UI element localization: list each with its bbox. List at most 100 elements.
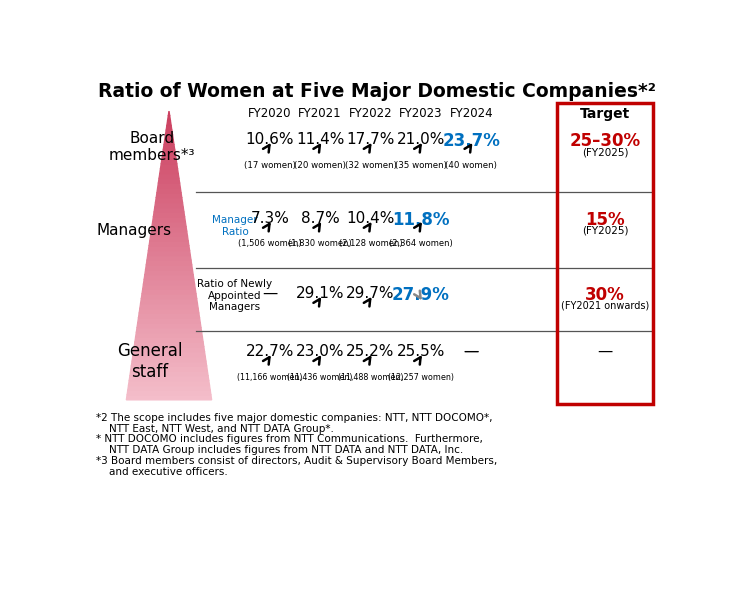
Text: 8.7%: 8.7% <box>301 211 340 226</box>
Text: Ratio of Women at Five Major Domestic Companies*²: Ratio of Women at Five Major Domestic Co… <box>97 82 656 101</box>
Polygon shape <box>152 222 186 227</box>
Polygon shape <box>130 376 209 381</box>
Polygon shape <box>149 246 190 250</box>
Polygon shape <box>130 366 207 371</box>
Text: —: — <box>262 286 277 301</box>
Polygon shape <box>133 347 204 352</box>
Polygon shape <box>127 390 211 395</box>
Text: (20 women): (20 women) <box>294 161 346 170</box>
Polygon shape <box>151 231 187 236</box>
Polygon shape <box>154 212 184 217</box>
Polygon shape <box>131 361 206 366</box>
Polygon shape <box>160 164 178 169</box>
Text: 23.7%: 23.7% <box>442 132 500 150</box>
Polygon shape <box>141 294 197 299</box>
Polygon shape <box>168 111 170 116</box>
Polygon shape <box>155 198 182 202</box>
Text: FY2024: FY2024 <box>449 107 493 120</box>
Text: Ratio of Newly
Appointed
Managers: Ratio of Newly Appointed Managers <box>198 279 272 313</box>
Polygon shape <box>167 121 171 126</box>
Polygon shape <box>159 173 179 178</box>
Polygon shape <box>156 193 182 198</box>
Polygon shape <box>157 188 181 193</box>
Text: 15%: 15% <box>585 211 624 229</box>
Text: (40 women): (40 women) <box>445 161 497 170</box>
Polygon shape <box>149 241 189 246</box>
Text: (11,436 women): (11,436 women) <box>288 374 353 382</box>
Text: 10.6%: 10.6% <box>245 132 294 147</box>
Text: —: — <box>597 344 613 359</box>
Text: NTT East, NTT West, and NTT DATA Group*.: NTT East, NTT West, and NTT DATA Group*. <box>96 424 334 434</box>
Polygon shape <box>134 342 203 347</box>
Polygon shape <box>162 155 176 159</box>
Polygon shape <box>141 299 198 304</box>
Text: (12,257 women): (12,257 women) <box>388 374 454 382</box>
Polygon shape <box>140 304 198 308</box>
Text: —: — <box>463 344 479 359</box>
Text: 21.0%: 21.0% <box>397 132 445 147</box>
Text: FY2020: FY2020 <box>248 107 291 120</box>
Polygon shape <box>144 275 194 279</box>
Text: (1,506 women): (1,506 women) <box>238 239 302 248</box>
Polygon shape <box>142 289 196 294</box>
Polygon shape <box>135 337 203 342</box>
Text: Board
members*³: Board members*³ <box>108 131 195 163</box>
Polygon shape <box>164 140 174 145</box>
Polygon shape <box>168 116 171 121</box>
Text: 30%: 30% <box>585 286 625 304</box>
Text: 11.4%: 11.4% <box>296 132 344 147</box>
Text: *3 Board members consist of directors, Audit & Supervisory Board Members,: *3 Board members consist of directors, A… <box>96 456 498 466</box>
Text: (1,830 women): (1,830 women) <box>288 239 352 248</box>
Polygon shape <box>165 135 173 140</box>
Polygon shape <box>166 126 172 130</box>
Polygon shape <box>157 184 180 188</box>
Polygon shape <box>138 318 201 323</box>
Text: FY2023: FY2023 <box>399 107 443 120</box>
Polygon shape <box>136 327 202 333</box>
Polygon shape <box>152 227 187 231</box>
Text: (FY2021 onwards): (FY2021 onwards) <box>561 301 649 310</box>
Text: (11,488 women): (11,488 women) <box>337 374 403 382</box>
Text: *2 The scope includes five major domestic companies: NTT, NTT DOCOMO*,: *2 The scope includes five major domesti… <box>96 413 493 423</box>
Polygon shape <box>143 279 195 284</box>
Polygon shape <box>139 308 199 313</box>
Text: 25.5%: 25.5% <box>397 344 445 359</box>
Text: —: — <box>463 344 479 359</box>
Text: (FY2025): (FY2025) <box>582 226 628 236</box>
Polygon shape <box>146 260 192 265</box>
Polygon shape <box>137 323 201 327</box>
Polygon shape <box>163 150 176 155</box>
Text: 17.7%: 17.7% <box>346 132 395 147</box>
Text: General
staff: General staff <box>117 342 182 381</box>
Polygon shape <box>147 256 191 260</box>
Text: 27.9%: 27.9% <box>392 286 449 304</box>
Polygon shape <box>160 169 178 173</box>
Text: Target: Target <box>580 107 630 121</box>
Text: 11.8%: 11.8% <box>392 211 449 229</box>
Text: (32 women): (32 women) <box>345 161 397 170</box>
Text: (FY2025): (FY2025) <box>582 147 628 157</box>
Text: (2,128 women): (2,128 women) <box>339 239 403 248</box>
Text: NTT DATA Group includes figures from NTT DATA and NTT DATA, Inc.: NTT DATA Group includes figures from NTT… <box>96 445 463 455</box>
Polygon shape <box>154 202 183 207</box>
Polygon shape <box>154 207 184 212</box>
Text: (35 women): (35 women) <box>395 161 447 170</box>
Polygon shape <box>153 217 185 222</box>
Polygon shape <box>148 250 190 256</box>
Polygon shape <box>161 159 177 164</box>
Text: 22.7%: 22.7% <box>245 344 294 359</box>
Text: 25–30%: 25–30% <box>569 132 640 150</box>
Text: 25.2%: 25.2% <box>346 344 395 359</box>
Text: (11,166 women): (11,166 women) <box>237 374 302 382</box>
Polygon shape <box>146 265 193 270</box>
Polygon shape <box>150 236 188 241</box>
Text: Manager
Ratio: Manager Ratio <box>212 215 258 237</box>
Text: 29.7%: 29.7% <box>346 286 395 301</box>
Polygon shape <box>145 270 193 275</box>
Text: 23.0%: 23.0% <box>296 344 344 359</box>
Text: 29.1%: 29.1% <box>296 286 344 301</box>
Text: FY2022: FY2022 <box>348 107 392 120</box>
Text: and executive officers.: and executive officers. <box>96 467 228 477</box>
Polygon shape <box>135 333 202 337</box>
Text: FY2021: FY2021 <box>299 107 342 120</box>
